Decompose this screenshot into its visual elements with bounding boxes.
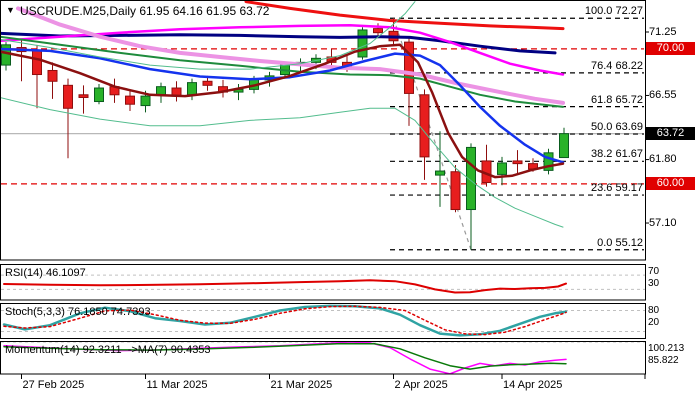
candle-2025-03-06 bbox=[94, 87, 104, 103]
stochastic-indicator-title: Stoch(5,3,3) 76.1850 74.7393 bbox=[5, 306, 151, 318]
candle-2025-04-07 bbox=[435, 170, 445, 176]
stochastic-level-label: 20 bbox=[648, 316, 660, 328]
candle-2025-04-11 bbox=[497, 162, 507, 175]
candle-2025-03-31 bbox=[357, 29, 368, 58]
momentum-level-label: 85.822 bbox=[648, 354, 679, 366]
price-axis-label: 66.55 bbox=[649, 88, 677, 101]
candle-2025-04-08 bbox=[450, 171, 461, 211]
candle-2025-04-16 bbox=[543, 152, 554, 171]
candle-2025-03-17 bbox=[202, 80, 213, 86]
price-badge: 63.72 bbox=[646, 127, 695, 141]
price-axis-label: 61.80 bbox=[649, 153, 677, 166]
symbol-dropdown-icon[interactable]: ▼ bbox=[6, 5, 15, 15]
stochastic-level-label: 80 bbox=[648, 304, 660, 316]
main-chart-area bbox=[1, 1, 644, 251]
fib-level-label: 0.0 55.12 bbox=[597, 236, 643, 249]
price-axis-label: 71.25 bbox=[649, 25, 677, 38]
candle-2025-04-17 bbox=[559, 133, 569, 159]
momentum-indicator-title: Momentum(14) 92.3211 ->MA(7) 90.4353 bbox=[5, 344, 211, 356]
candle-2025-04-01 bbox=[373, 28, 383, 34]
candle-2025-04-09 bbox=[466, 146, 476, 211]
price-axis-label: 57.10 bbox=[649, 216, 677, 229]
rsi-indicator-title: RSI(14) 46.1097 bbox=[5, 267, 86, 279]
fib-level-label: 100.0 72.27 bbox=[584, 5, 643, 18]
candle-2025-03-03 bbox=[47, 69, 58, 82]
candle-2025-03-11 bbox=[140, 95, 151, 107]
candle-2025-03-12 bbox=[156, 86, 166, 96]
fib-level-label: 23.6 59.17 bbox=[591, 182, 643, 195]
date-label: 21 Mar 2025 bbox=[270, 379, 333, 391]
momentum-level-label: 100.213 bbox=[648, 342, 685, 354]
fib-level-label: 76.4 68.22 bbox=[591, 59, 643, 72]
chart-title-ohlc: USCRUDE.M25,Daily 61.95 64.16 61.95 63.7… bbox=[20, 4, 270, 18]
date-label: 2 Apr 2025 bbox=[394, 379, 448, 391]
rsi-level-label: 30 bbox=[648, 277, 660, 289]
fib-level-label: 38.2 61.67 bbox=[591, 148, 643, 161]
rsi-panel bbox=[1, 274, 645, 294]
date-label: 27 Feb 2025 bbox=[22, 379, 85, 391]
candle-2025-04-04 bbox=[419, 94, 430, 158]
price-badge: 70.00 bbox=[646, 42, 695, 56]
date-label: 14 Apr 2025 bbox=[503, 379, 563, 391]
candle-2025-04-14 bbox=[512, 160, 523, 165]
candle-2025-03-04 bbox=[63, 84, 73, 109]
candle-2025-04-03 bbox=[404, 41, 414, 94]
candle-2025-03-05 bbox=[78, 94, 89, 98]
fib-level-label: 61.8 65.72 bbox=[591, 93, 643, 106]
price-badge: 60.00 bbox=[646, 177, 695, 191]
rsi-level-label: 70 bbox=[648, 265, 660, 277]
date-label: 11 Mar 2025 bbox=[146, 379, 208, 391]
candle-2025-03-14 bbox=[187, 82, 197, 96]
stochastic-panel bbox=[1, 304, 645, 337]
fib-level-label: 50.0 63.69 bbox=[591, 121, 643, 134]
candle-2025-02-28 bbox=[32, 49, 42, 76]
candle-2025-03-10 bbox=[125, 95, 135, 105]
